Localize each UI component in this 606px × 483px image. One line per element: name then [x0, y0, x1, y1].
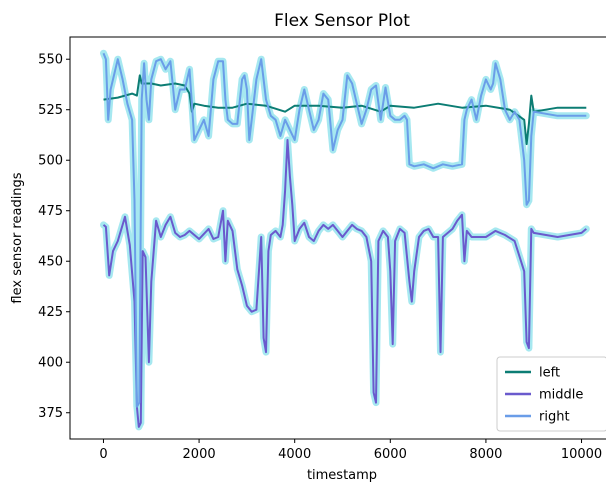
- series-line-right: [102, 52, 587, 408]
- y-tick-label: 525: [38, 103, 63, 118]
- x-axis: 0 2000 4000 6000 8000 10000: [99, 439, 602, 462]
- x-tick-label: 6000: [374, 447, 407, 462]
- x-tick-label: 2000: [183, 447, 216, 462]
- x-axis-label: timestamp: [307, 468, 377, 483]
- series-line-middle: [102, 139, 587, 428]
- plot-frame: [69, 36, 606, 440]
- y-tick-label: 475: [38, 204, 63, 219]
- x-tick-label: 10000: [561, 447, 602, 462]
- legend-label-right: right: [539, 410, 570, 425]
- y-tick-label: 425: [38, 305, 63, 320]
- y-tick-label: 450: [38, 255, 63, 270]
- legend-box: [496, 356, 606, 432]
- legend-label-middle: middle: [539, 388, 583, 403]
- y-tick-label: 400: [38, 356, 63, 371]
- x-tick-label: 8000: [469, 447, 502, 462]
- y-tick-label: 500: [38, 154, 63, 169]
- y-tick-label: 375: [38, 406, 63, 421]
- y-axis: 375 400 425 450 475 500 525 550: [38, 53, 70, 421]
- chart-title: Flex Sensor Plot: [274, 11, 410, 31]
- x-tick-label: 0: [99, 447, 107, 462]
- legend-label-left: left: [539, 366, 560, 381]
- y-axis-label: flex sensor readings: [10, 172, 25, 303]
- x-tick-label: 4000: [278, 447, 311, 462]
- legend: left middle right: [496, 356, 606, 432]
- plot-area: [100, 49, 590, 431]
- y-tick-label: 550: [38, 53, 63, 68]
